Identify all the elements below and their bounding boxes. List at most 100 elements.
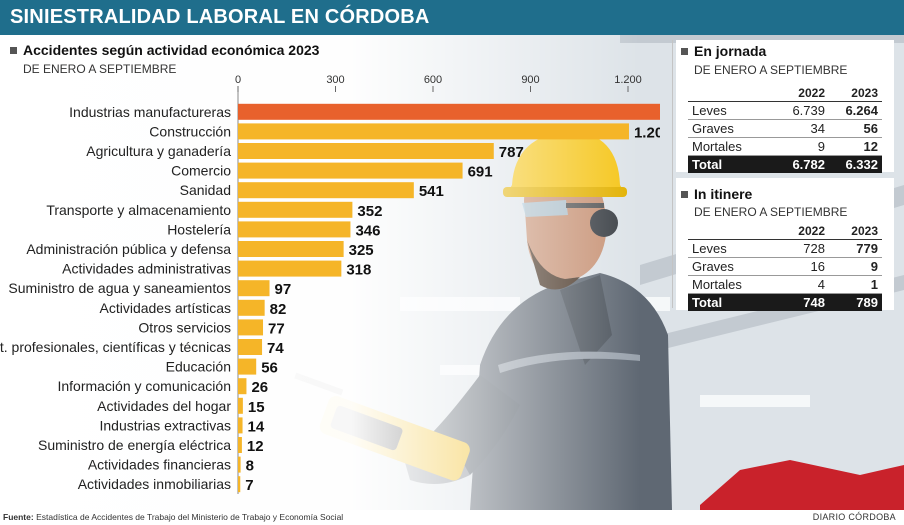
category-label: Suministro de agua y saneamientos <box>8 280 231 296</box>
value-label: 26 <box>251 379 268 396</box>
table-header-row: 2022 2023 <box>688 84 882 102</box>
value-2023: 6.264 <box>829 101 882 120</box>
bar <box>238 182 414 199</box>
bar <box>238 299 265 316</box>
bar <box>238 280 270 297</box>
total-2022: 748 <box>766 293 829 311</box>
category-label: Actividades administrativas <box>62 261 231 277</box>
bar <box>238 319 264 336</box>
bar <box>238 260 342 277</box>
value-2023: 9 <box>829 257 882 276</box>
header-cell <box>688 84 766 102</box>
value-label: 352 <box>357 203 382 220</box>
bar <box>238 143 494 159</box>
value-2023: 12 <box>829 137 882 156</box>
value-2023: 1 <box>829 275 882 294</box>
value-label: 77 <box>268 320 285 337</box>
table-row: Graves 16 9 <box>688 257 882 276</box>
value-label: 541 <box>419 183 444 200</box>
value-label: 14 <box>248 418 265 435</box>
bar <box>238 378 247 395</box>
value-label: 1.203 <box>634 124 660 141</box>
in-itinere-table: 2022 2023 Leves 728 779 Graves 16 9 Mort… <box>688 222 882 311</box>
footer: Fuente: Estadística de Accidentes de Tra… <box>0 510 904 525</box>
x-tick-label: 0 <box>235 74 241 86</box>
bar <box>238 397 243 414</box>
bar <box>238 221 351 238</box>
table-row: Leves 6.739 6.264 <box>688 101 882 120</box>
x-tick-label: 300 <box>326 74 344 86</box>
value-label: 8 <box>246 458 254 475</box>
in-itinere-title: In itinere <box>694 186 753 202</box>
bar <box>238 437 242 453</box>
value-label: 7 <box>245 477 253 494</box>
category-label: Información y comunicación <box>57 378 231 394</box>
in-itinere-subtitle: DE ENERO A SEPTIEMBRE <box>694 205 848 219</box>
page-title: SINIESTRALIDAD LABORAL EN CÓRDOBA <box>10 6 430 28</box>
value-label: 74 <box>267 340 284 357</box>
category-label: Construcción <box>149 123 231 139</box>
in-itinere-title-block: In itinere <box>681 186 752 202</box>
bar <box>238 476 241 493</box>
total-label: Total <box>688 155 766 173</box>
table-row: Graves 34 56 <box>688 119 882 138</box>
bullet-square-icon <box>681 190 688 198</box>
bar <box>238 103 660 120</box>
source-label: Fuente: <box>3 512 34 522</box>
value-2023: 779 <box>829 239 882 258</box>
total-row: Total 6.782 6.332 <box>688 155 882 173</box>
bullet-square-icon <box>10 46 17 54</box>
en-jornada-title-block: En jornada <box>681 43 766 59</box>
x-tick-label: 1.200 <box>614 74 642 86</box>
bar-chart: 0 300 600 900 1.200 Industrias manufactureras… <box>0 74 660 494</box>
bar <box>238 123 629 140</box>
bar <box>238 241 344 257</box>
total-2022: 6.782 <box>766 155 829 173</box>
value-2022: 728 <box>766 239 829 258</box>
row-label: Leves <box>688 101 766 120</box>
header-cell: 2023 <box>829 84 882 102</box>
bar <box>238 201 353 218</box>
source-text: Estadística de Accidentes de Trabajo del… <box>36 512 344 522</box>
value-2023: 56 <box>829 119 882 138</box>
table-header-row: 2022 2023 <box>688 222 882 240</box>
x-tick-label: 600 <box>424 74 442 86</box>
value-2022: 34 <box>766 119 829 138</box>
value-label: 97 <box>275 281 292 298</box>
total-2023: 6.332 <box>829 155 882 173</box>
bar <box>238 339 263 355</box>
value-label: 325 <box>349 242 374 259</box>
category-label: Agricultura y ganadería <box>86 143 231 159</box>
bar <box>238 417 243 434</box>
category-label: Actividades inmobiliarias <box>78 476 231 492</box>
table-row: Mortales 4 1 <box>688 275 882 294</box>
row-label: Mortales <box>688 137 766 156</box>
value-label: 82 <box>270 301 287 318</box>
row-label: Leves <box>688 239 766 258</box>
value-2022: 9 <box>766 137 829 156</box>
en-jornada-subtitle: DE ENERO A SEPTIEMBRE <box>694 63 848 77</box>
value-label: 318 <box>346 262 371 279</box>
category-label: Administración pública y defensa <box>26 241 231 257</box>
en-jornada-table: 2022 2023 Leves 6.739 6.264 Graves 34 56… <box>688 84 882 173</box>
value-label: 787 <box>499 144 524 161</box>
category-label: Sanidad <box>180 182 231 198</box>
row-label: Graves <box>688 257 766 276</box>
total-2023: 789 <box>829 293 882 311</box>
value-2022: 6.739 <box>766 101 829 120</box>
table-row: Mortales 9 12 <box>688 137 882 156</box>
bullet-square-icon <box>681 47 688 55</box>
bar <box>238 162 463 179</box>
total-row: Total 748 789 <box>688 293 882 311</box>
row-label: Mortales <box>688 275 766 294</box>
publisher-brand: DIARIO CÓRDOBA <box>812 512 896 522</box>
header-cell: 2022 <box>766 222 829 240</box>
value-label: 56 <box>261 360 278 377</box>
category-label: Suministro de energía eléctrica <box>38 437 231 453</box>
header-cell: 2022 <box>766 84 829 102</box>
category-label: Hostelería <box>167 221 231 237</box>
value-label: 12 <box>247 438 264 455</box>
category-label: Transporte y almacenamiento <box>46 202 231 218</box>
value-2022: 4 <box>766 275 829 294</box>
